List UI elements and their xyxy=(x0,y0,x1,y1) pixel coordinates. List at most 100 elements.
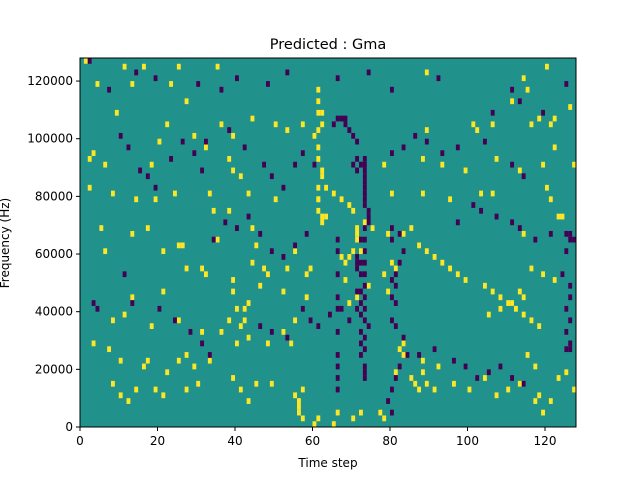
heatmap-cell-high xyxy=(281,328,286,335)
heatmap-cell-low xyxy=(285,69,290,76)
heatmap-cell-high xyxy=(343,277,348,283)
heatmap-cell-high xyxy=(250,225,255,231)
heatmap-cell-high xyxy=(176,317,181,324)
heatmap-cell-low xyxy=(362,225,367,231)
heatmap-cell-low xyxy=(335,386,340,393)
heatmap-cell-high xyxy=(103,248,108,255)
heatmap-cell-high xyxy=(269,380,274,387)
heatmap-cell-low xyxy=(401,334,406,341)
heatmap-cell-high xyxy=(529,317,534,324)
heatmap-cell-high xyxy=(382,271,387,278)
heatmap-cell-low xyxy=(269,173,274,180)
heatmap-cell-low xyxy=(355,265,360,272)
heatmap-cell-high xyxy=(215,63,220,70)
heatmap-cell-low xyxy=(300,150,305,157)
heatmap-cell-high xyxy=(169,81,174,87)
heatmap-cell-high xyxy=(359,248,363,255)
heatmap-cell-low xyxy=(359,161,363,168)
heatmap-cell-high xyxy=(126,398,131,404)
heatmap-cell-high xyxy=(355,236,360,243)
heatmap-cell-high xyxy=(421,190,425,197)
heatmap-cell-high xyxy=(254,380,259,387)
heatmap-cell-high xyxy=(424,248,429,255)
heatmap-cell-high xyxy=(316,184,321,191)
heatmap-cell-high xyxy=(246,300,251,306)
heatmap-cell-high xyxy=(157,138,162,145)
heatmap-cell-high xyxy=(436,363,441,370)
heatmap-cell-high xyxy=(165,369,170,376)
heatmap-cell-high xyxy=(316,207,321,214)
heatmap-cell-high xyxy=(552,115,557,122)
heatmap-cell-high xyxy=(273,196,278,203)
heatmap-cell-low xyxy=(362,196,367,203)
heatmap-cell-high xyxy=(293,317,298,324)
heatmap-cell-high xyxy=(572,161,577,168)
heatmap-cell-high xyxy=(297,403,301,410)
heatmap-cell-low xyxy=(207,352,212,358)
heatmap-cell-low xyxy=(390,409,394,416)
heatmap-cell-high xyxy=(134,196,139,203)
y-tick-label: 40000 xyxy=(35,305,73,319)
plot-background xyxy=(80,58,576,427)
heatmap-cell-low xyxy=(173,317,177,324)
low-value-cells xyxy=(87,58,577,416)
heatmap-cell-high xyxy=(161,248,166,255)
heatmap-cell-low xyxy=(328,311,332,318)
heatmap-cell-high xyxy=(142,363,146,370)
heatmap-cell-high xyxy=(545,184,549,191)
heatmap-cell-high xyxy=(533,363,538,370)
heatmap-cell-low xyxy=(211,236,216,243)
heatmap-cell-high xyxy=(424,127,429,133)
heatmap-cell-low xyxy=(568,317,573,324)
heatmap-cell-low xyxy=(285,334,290,341)
heatmap-cell-low xyxy=(359,259,363,266)
heatmap-cell-high xyxy=(401,230,406,237)
x-tick-label: 100 xyxy=(456,434,479,448)
heatmap-cell-high xyxy=(238,173,243,180)
heatmap-cell-high xyxy=(413,380,418,387)
heatmap-cell-high xyxy=(207,190,212,197)
heatmap-cell-high xyxy=(281,288,286,295)
heatmap-cell-low xyxy=(359,328,363,335)
heatmap-cell-high xyxy=(130,230,135,237)
heatmap-cell-high xyxy=(548,196,553,203)
heatmap-cell-low xyxy=(200,167,205,174)
heatmap-cell-high xyxy=(506,386,511,393)
heatmap-cell-high xyxy=(176,357,181,364)
heatmap-cell-low xyxy=(452,357,456,364)
heatmap-cell-low xyxy=(107,86,112,93)
heatmap-cell-high xyxy=(386,288,391,295)
y-axis-label: Frequency (Hz) xyxy=(0,198,12,289)
heatmap-cell-low xyxy=(145,173,150,180)
heatmap-cell-low xyxy=(397,363,402,370)
heatmap-cell-low xyxy=(405,352,410,358)
heatmap-cell-high xyxy=(517,380,522,387)
heatmap-cell-low xyxy=(362,161,367,168)
heatmap-cell-low xyxy=(568,230,573,237)
heatmap-cell-high xyxy=(517,288,522,295)
heatmap-cell-high xyxy=(483,375,487,381)
heatmap-cell-high xyxy=(145,225,150,231)
heatmap-cell-low xyxy=(347,127,352,133)
heatmap-cell-high xyxy=(494,156,499,162)
heatmap-cell-low xyxy=(312,161,317,168)
x-tick-label: 40 xyxy=(227,434,242,448)
heatmap-cell-high xyxy=(463,167,468,174)
heatmap-cell-high xyxy=(262,265,267,272)
heatmap-cell-high xyxy=(556,213,561,220)
heatmap-cell-low xyxy=(281,254,286,260)
heatmap-cell-low xyxy=(335,328,340,335)
heatmap-cell-low xyxy=(355,254,360,260)
heatmap-cell-low xyxy=(568,346,573,353)
heatmap-cell-low xyxy=(242,144,247,151)
heatmap-cell-high xyxy=(417,386,422,393)
heatmap-cell-high xyxy=(231,375,236,381)
heatmap-cell-low xyxy=(339,115,344,122)
heatmap-cell-high xyxy=(308,265,313,272)
heatmap-cell-high xyxy=(227,156,232,162)
heatmap-cell-low xyxy=(355,259,360,266)
heatmap-cell-high xyxy=(421,156,425,162)
heatmap-cell-low xyxy=(359,236,363,243)
y-tick-label: 60000 xyxy=(35,247,73,261)
heatmap-cell-high xyxy=(312,132,317,139)
